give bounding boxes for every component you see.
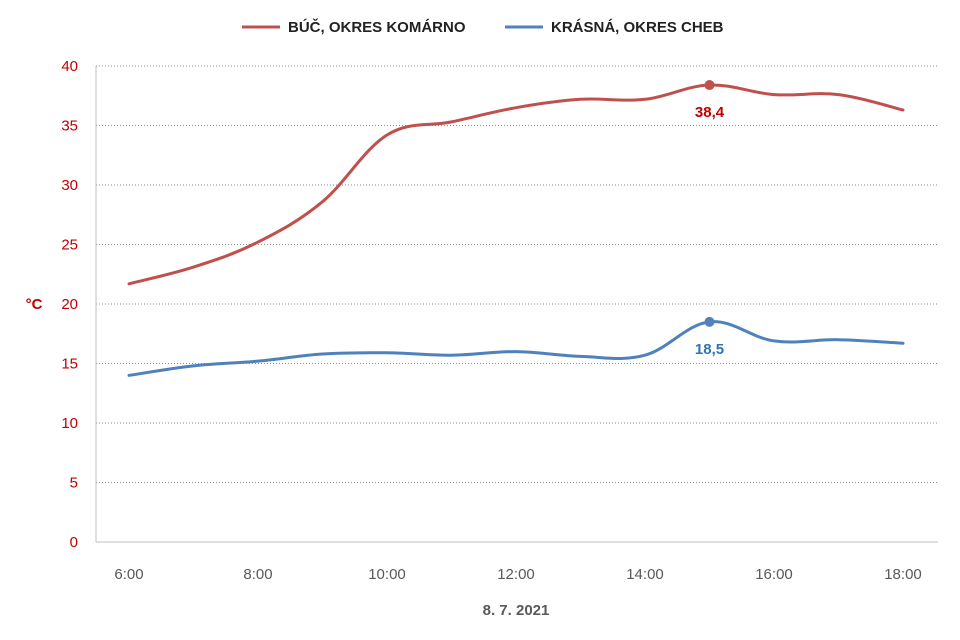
max-markers: 38,4 18,5 bbox=[695, 80, 725, 358]
y-axis-label: °C bbox=[26, 296, 43, 313]
max-point-1 bbox=[704, 316, 715, 327]
y-tick-label: 0 bbox=[70, 534, 78, 551]
series-layer bbox=[127, 83, 905, 377]
x-tick-label: 8:00 bbox=[243, 566, 272, 583]
x-tick-label: 10:00 bbox=[368, 566, 406, 583]
gridlines bbox=[96, 65, 938, 483]
axes bbox=[95, 66, 938, 543]
legend-label-1: KRÁSNÁ, OKRES CHEB bbox=[551, 19, 724, 36]
y-tick-label: 15 bbox=[61, 356, 78, 373]
y-tick-label: 25 bbox=[61, 237, 78, 254]
x-tick-label: 12:00 bbox=[497, 566, 535, 583]
y-tick-label: 10 bbox=[61, 415, 78, 432]
series-line-0 bbox=[127, 83, 905, 286]
x-tick-label: 18:00 bbox=[884, 566, 922, 583]
y-tick-label: 30 bbox=[61, 177, 78, 194]
x-tick-label: 14:00 bbox=[626, 566, 664, 583]
x-axis-ticks: 6:00 8:00 10:00 12:00 14:00 16:00 18:00 bbox=[114, 566, 921, 583]
max-value-label-0: 38,4 bbox=[695, 104, 725, 121]
legend: BÚČ, OKRES KOMÁRNO KRÁSNÁ, OKRES CHEB bbox=[242, 18, 724, 36]
y-tick-label: 5 bbox=[70, 475, 78, 492]
x-tick-label: 6:00 bbox=[114, 566, 143, 583]
x-axis-label: 8. 7. 2021 bbox=[483, 602, 550, 619]
max-point-0 bbox=[704, 80, 715, 91]
legend-label-0: BÚČ, OKRES KOMÁRNO bbox=[288, 18, 466, 36]
max-value-label-1: 18,5 bbox=[695, 341, 724, 358]
y-tick-label: 35 bbox=[61, 118, 78, 135]
x-tick-label: 16:00 bbox=[755, 566, 793, 583]
y-tick-label: 40 bbox=[61, 58, 78, 75]
series-line-1 bbox=[127, 320, 905, 377]
y-axis-ticks: 0 5 10 15 20 25 30 35 40 bbox=[61, 58, 78, 551]
y-tick-label: 20 bbox=[61, 296, 78, 313]
